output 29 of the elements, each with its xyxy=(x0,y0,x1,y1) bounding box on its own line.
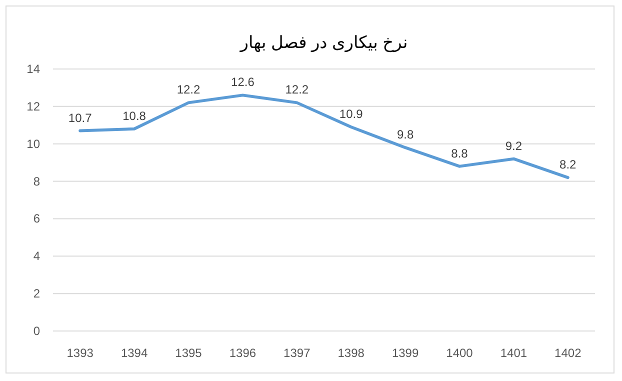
y-tick-label: 14 xyxy=(26,62,40,76)
y-tick-label: 2 xyxy=(33,286,40,301)
data-label: 10.7 xyxy=(68,110,92,125)
y-tick-label: 0 xyxy=(33,324,40,338)
data-label: 12.6 xyxy=(231,75,255,90)
y-tick-label: 8 xyxy=(33,174,40,188)
y-tick-label: 12 xyxy=(26,99,40,114)
data-label: 12.2 xyxy=(176,82,200,97)
chart-title: نرخ بیکاری در فصل بهار xyxy=(239,33,408,53)
data-label: 8.2 xyxy=(560,158,577,172)
x-tick-label: 1394 xyxy=(120,346,148,360)
data-label: 10.8 xyxy=(122,108,146,123)
x-tick-label: 1402 xyxy=(554,346,582,360)
x-tick-label: 1398 xyxy=(338,346,365,360)
data-label: 8.8 xyxy=(451,146,468,160)
y-tick-label: 4 xyxy=(33,249,40,264)
data-label: 12.2 xyxy=(285,82,309,97)
data-label: 10.9 xyxy=(339,107,364,122)
x-tick-label: 1401 xyxy=(500,346,528,360)
data-label: 9.2 xyxy=(505,138,522,153)
x-tick-label: 1400 xyxy=(446,346,474,360)
x-tick-label: 1397 xyxy=(284,346,311,360)
x-tick-label: 1395 xyxy=(175,346,202,360)
y-tick-label: 6 xyxy=(33,212,40,226)
x-tick-label: 1399 xyxy=(392,346,419,360)
y-tick-label: 10 xyxy=(26,136,40,151)
data-label: 9.8 xyxy=(396,128,414,142)
x-tick-label: 1393 xyxy=(66,346,94,360)
x-tick-label: 1396 xyxy=(229,346,256,360)
